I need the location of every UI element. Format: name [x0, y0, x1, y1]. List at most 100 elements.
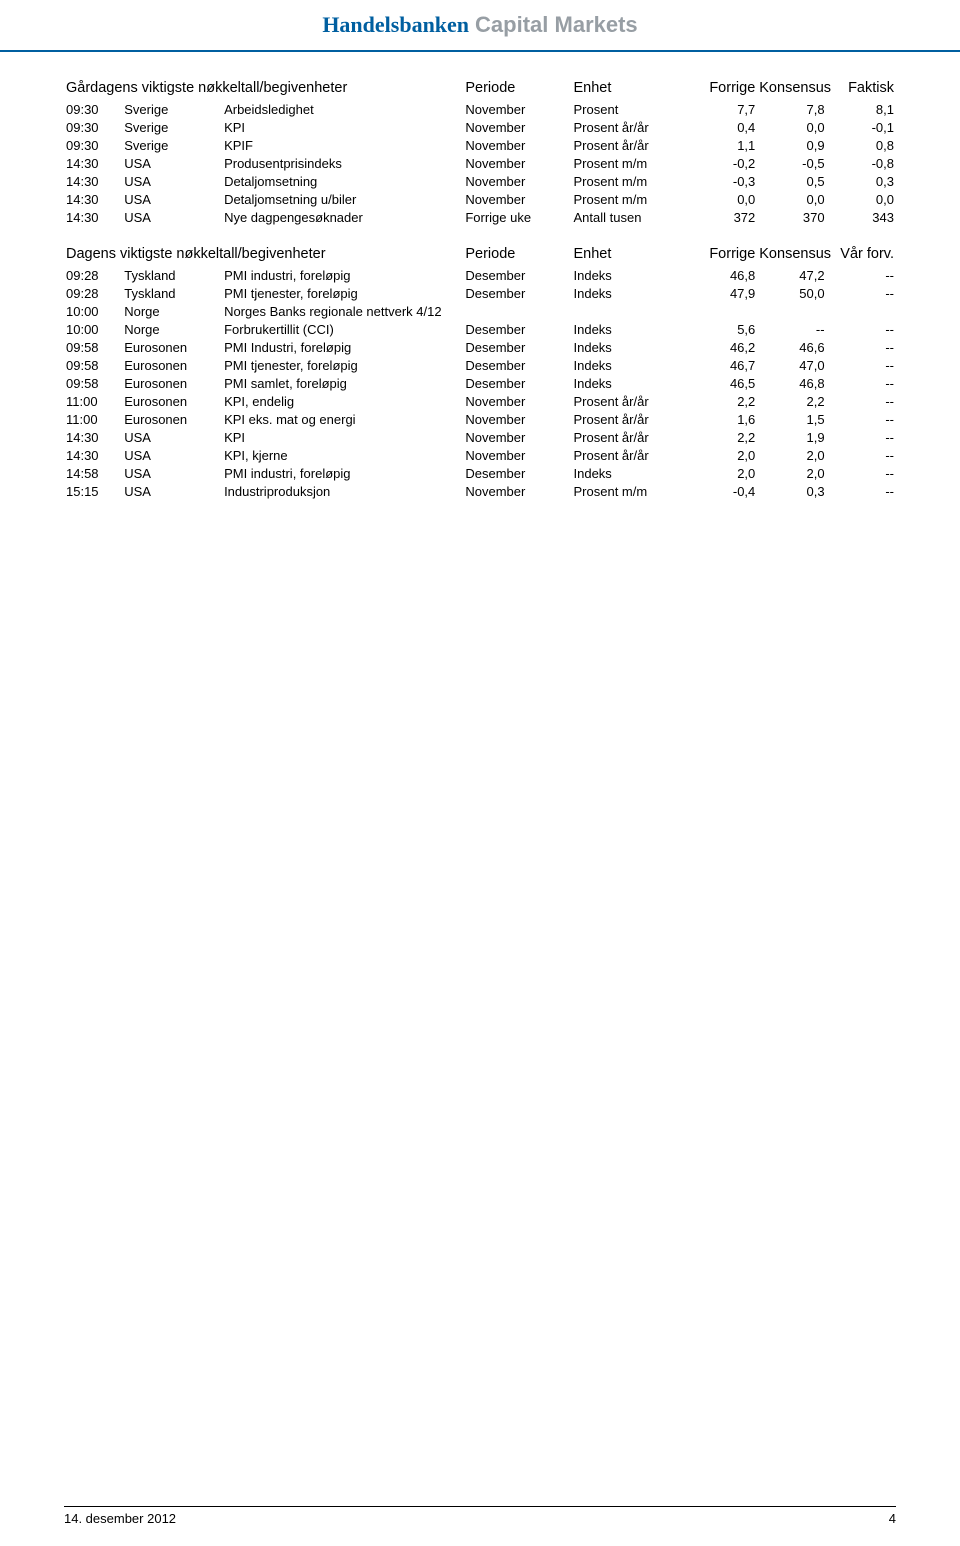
cell: 09:28: [64, 266, 122, 284]
cell: Indeks: [572, 284, 688, 302]
header-period: Periode: [463, 244, 571, 266]
cell: 50,0: [757, 284, 826, 302]
cell: 14:30: [64, 428, 122, 446]
cell: Desember: [463, 374, 571, 392]
cell: Prosent m/m: [572, 172, 688, 190]
cell: 0,0: [757, 190, 826, 208]
header-cons: Konsensus: [757, 78, 826, 100]
cell: 0,8: [827, 136, 896, 154]
table-row: 14:30USADetaljomsetningNovemberProsent m…: [64, 172, 896, 190]
cell: Prosent år/år: [572, 392, 688, 410]
cell: Arbeidsledighet: [222, 100, 463, 118]
cell: PMI industri, foreløpig: [222, 464, 463, 482]
cell: USA: [122, 428, 222, 446]
cell: 47,2: [757, 266, 826, 284]
cell: Desember: [463, 320, 571, 338]
cell: KPI: [222, 118, 463, 136]
cell: Industriproduksjon: [222, 482, 463, 500]
cell: 0,4: [688, 118, 757, 136]
cell: November: [463, 136, 571, 154]
cell: 372: [688, 208, 757, 226]
cell: Prosent m/m: [572, 482, 688, 500]
header-forv: Vår forv.: [827, 244, 896, 266]
cell: 14:58: [64, 464, 122, 482]
cell: 0,0: [757, 118, 826, 136]
table-row: 10:00NorgeForbrukertillit (CCI)DesemberI…: [64, 320, 896, 338]
cell: Forbrukertillit (CCI): [222, 320, 463, 338]
footer-page: 4: [889, 1511, 896, 1526]
cell: 14:30: [64, 208, 122, 226]
cell: -0,8: [827, 154, 896, 172]
cell: 11:00: [64, 392, 122, 410]
header-act: Faktisk: [827, 78, 896, 100]
cell: November: [463, 446, 571, 464]
table-row: 09:30SverigeArbeidsledighetNovemberProse…: [64, 100, 896, 118]
cell: Antall tusen: [572, 208, 688, 226]
cell: 14:30: [64, 446, 122, 464]
header-unit: Enhet: [572, 244, 688, 266]
cell: 7,7: [688, 100, 757, 118]
cell: 0,3: [827, 172, 896, 190]
table-row: 14:58USAPMI industri, foreløpigDesemberI…: [64, 464, 896, 482]
cell: Prosent år/år: [572, 410, 688, 428]
page-header: HandelsbankenCapital Markets: [0, 0, 960, 52]
cell: PMI tjenester, foreløpig: [222, 356, 463, 374]
header-prev: Forrige: [688, 244, 757, 266]
cell: 09:30: [64, 118, 122, 136]
table-row: 11:00EurosonenKPI, endeligNovemberProsen…: [64, 392, 896, 410]
table-row: 14:30USADetaljomsetning u/bilerNovemberP…: [64, 190, 896, 208]
cell: Tyskland: [122, 266, 222, 284]
cell: 14:30: [64, 172, 122, 190]
cell: USA: [122, 172, 222, 190]
cell: --: [827, 338, 896, 356]
table-row: 09:30SverigeKPINovemberProsent år/år0,40…: [64, 118, 896, 136]
cell: --: [827, 374, 896, 392]
cell: KPI, kjerne: [222, 446, 463, 464]
cell: Tyskland: [122, 284, 222, 302]
table-row: 09:58EurosonenPMI Industri, foreløpigDes…: [64, 338, 896, 356]
cell: Indeks: [572, 266, 688, 284]
cell: Nye dagpengesøknader: [222, 208, 463, 226]
cell: 370: [757, 208, 826, 226]
cell: Eurosonen: [122, 374, 222, 392]
cell: USA: [122, 154, 222, 172]
footer-date: 14. desember 2012: [64, 1511, 176, 1526]
cell: Norge: [122, 320, 222, 338]
cell: November: [463, 392, 571, 410]
cell: -0,1: [827, 118, 896, 136]
table-row: 09:28TysklandPMI industri, foreløpigDese…: [64, 266, 896, 284]
cell: [463, 302, 571, 320]
cell: 5,6: [688, 320, 757, 338]
cell: -0,4: [688, 482, 757, 500]
cell: [827, 302, 896, 320]
cell: --: [827, 320, 896, 338]
cell: November: [463, 482, 571, 500]
cell: -0,5: [757, 154, 826, 172]
cell: 0,5: [757, 172, 826, 190]
cell: Indeks: [572, 374, 688, 392]
table-header-row: Dagens viktigste nøkkeltall/begivenheter…: [64, 244, 896, 266]
cell: 46,8: [757, 374, 826, 392]
cell: Norges Banks regionale nettverk 4/12: [222, 302, 463, 320]
cell: 10:00: [64, 320, 122, 338]
cell: Eurosonen: [122, 338, 222, 356]
cell: 0,9: [757, 136, 826, 154]
cell: November: [463, 154, 571, 172]
cell: 1,9: [757, 428, 826, 446]
cell: 09:30: [64, 100, 122, 118]
cell: 10:00: [64, 302, 122, 320]
cell: 0,0: [827, 190, 896, 208]
table-header-row: Gårdagens viktigste nøkkeltall/begivenhe…: [64, 78, 896, 100]
cell: PMI Industri, foreløpig: [222, 338, 463, 356]
cell: USA: [122, 464, 222, 482]
cell: Desember: [463, 356, 571, 374]
cell: 0,3: [757, 482, 826, 500]
cell: 09:58: [64, 338, 122, 356]
cell: 46,6: [757, 338, 826, 356]
cell: 47,9: [688, 284, 757, 302]
cell: Desember: [463, 284, 571, 302]
cell: [688, 302, 757, 320]
cell: 14:30: [64, 154, 122, 172]
cell: 09:30: [64, 136, 122, 154]
cell: Desember: [463, 266, 571, 284]
